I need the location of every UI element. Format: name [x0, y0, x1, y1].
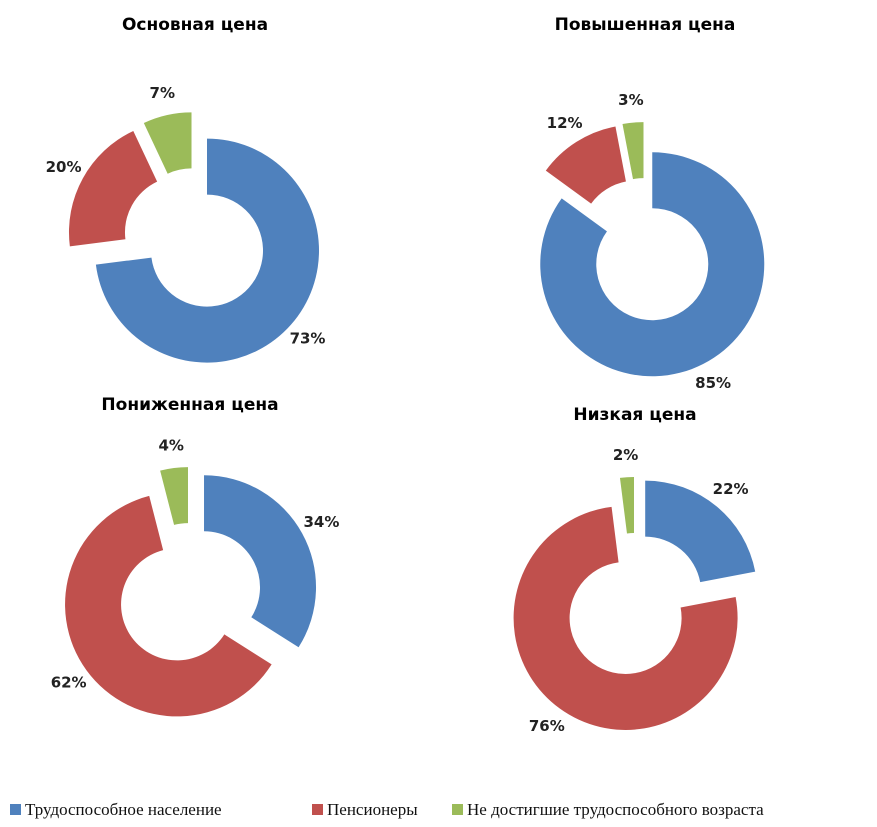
legend-swatch [312, 804, 323, 815]
data-label: 2% [613, 446, 638, 464]
data-label: 85% [695, 374, 731, 392]
donut-slice [622, 122, 644, 180]
donut-slice [68, 130, 158, 247]
data-label: 76% [529, 717, 565, 735]
chart-title: Пониженная цена [101, 395, 278, 415]
data-label: 4% [158, 437, 183, 455]
donut-slice [513, 506, 738, 730]
donut-slice [65, 495, 272, 717]
data-label: 7% [150, 84, 175, 102]
data-label: 20% [46, 158, 82, 176]
legend-label: Пенсионеры [327, 800, 418, 819]
donut-slice [540, 152, 765, 377]
legend-label: Не достигшие трудоспособного возраста [467, 800, 764, 819]
data-label: 34% [303, 513, 339, 531]
legend-label: Трудоспособное население [25, 800, 222, 819]
chart-title: Основная цена [122, 15, 268, 35]
chart-title: Низкая цена [573, 405, 696, 425]
donut-slice [204, 475, 317, 648]
data-label: 3% [618, 91, 643, 109]
data-label: 62% [51, 674, 87, 692]
legend-swatch [452, 804, 463, 815]
data-label: 12% [547, 114, 583, 132]
donut-slice [95, 138, 320, 363]
donut-slice [619, 477, 634, 534]
legend-swatch [10, 804, 21, 815]
donut-slice [160, 467, 188, 525]
data-label: 73% [290, 330, 326, 348]
donut-slice [545, 126, 626, 204]
data-label: 22% [713, 480, 749, 498]
donut-slice [143, 112, 192, 174]
chart-title: Повышенная цена [555, 15, 736, 35]
donut-slice [645, 480, 756, 583]
